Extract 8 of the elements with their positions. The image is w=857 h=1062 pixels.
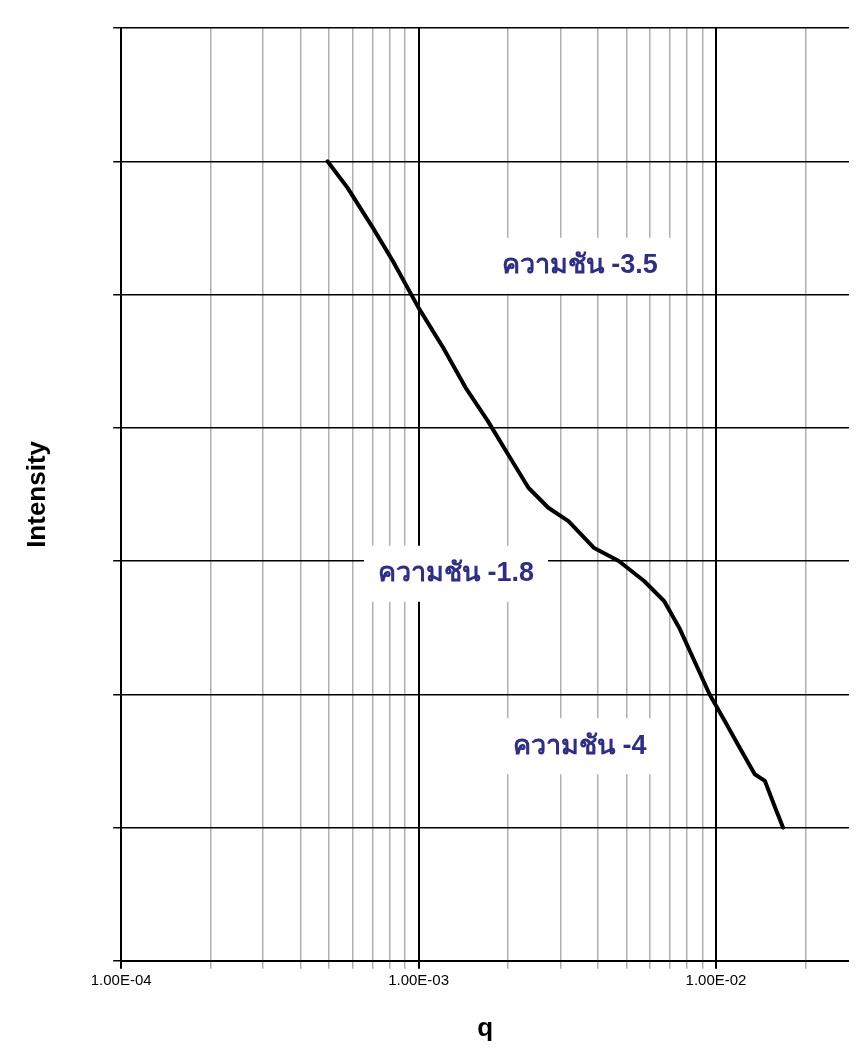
x-axis-title: q xyxy=(477,1011,494,1042)
y-axis-title: Intensity xyxy=(20,440,51,548)
x-tick-label: 1.00E-02 xyxy=(685,970,747,988)
x-tick-label: 1.00E-04 xyxy=(90,970,152,988)
annotation: ความชัน -4 xyxy=(512,729,647,760)
x-tick-label: 1.00E-03 xyxy=(388,970,450,988)
annotation: ความชัน -3.5 xyxy=(501,249,658,280)
annotation: ความชัน -1.8 xyxy=(377,557,534,588)
